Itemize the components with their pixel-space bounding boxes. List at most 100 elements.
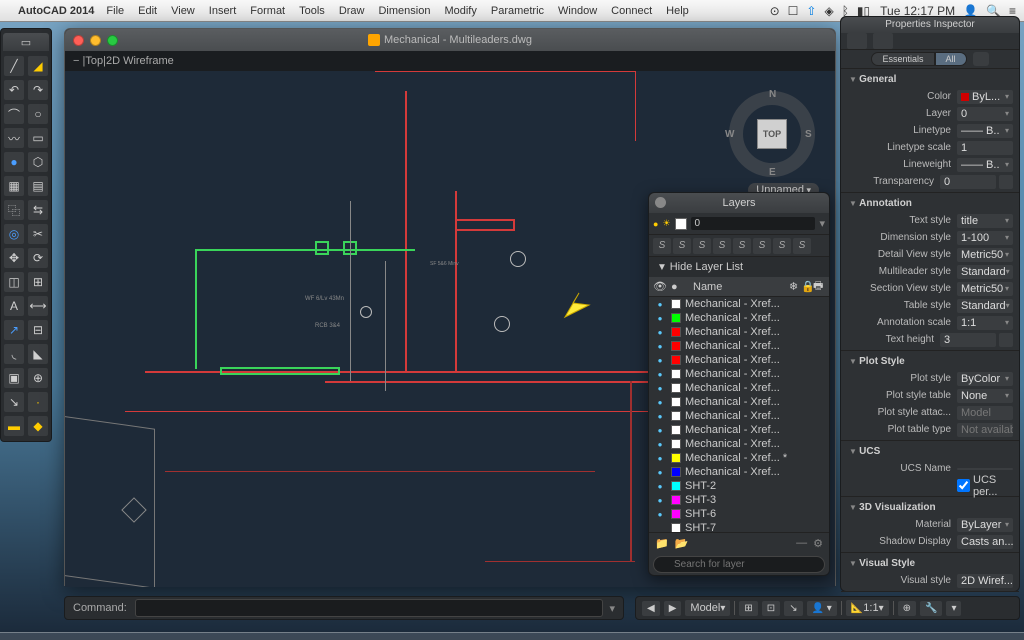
tool-dim[interactable]: ⟷ — [27, 295, 49, 317]
prop-ucs-name-value[interactable] — [957, 468, 1013, 470]
app-name[interactable]: AutoCAD 2014 — [18, 5, 94, 17]
section-general[interactable]: General — [841, 71, 1019, 88]
viewport-visual-style[interactable]: 2D Wireframe — [106, 55, 174, 67]
layer-color-swatch[interactable] — [671, 523, 681, 532]
tool-spline[interactable]: 〰 — [3, 127, 25, 149]
layer-color-swatch[interactable] — [671, 327, 681, 337]
prop-value[interactable]: 0 — [957, 107, 1013, 121]
layer-folder-icon[interactable]: 📁 — [655, 537, 669, 550]
viewcube-north[interactable]: N — [769, 89, 776, 100]
tool-point[interactable]: · — [27, 391, 49, 413]
tool-xref[interactable]: ↘ — [3, 391, 25, 413]
layer-row[interactable]: ●Mechanical - Xref... — [649, 423, 829, 437]
layer-vis-icon[interactable]: ● — [653, 328, 667, 337]
prop-value[interactable]: Standard — [957, 265, 1013, 279]
window-titlebar[interactable]: Mechanical - Multileaders.dwg — [65, 29, 835, 51]
layer-vis-icon[interactable]: ● — [653, 342, 667, 351]
prop-value[interactable]: Metric50 — [957, 248, 1013, 262]
layer-iso-button[interactable]: S — [713, 238, 731, 254]
status-user-icon[interactable]: 👤 ▾ — [807, 601, 837, 616]
col-name[interactable]: Name — [689, 281, 789, 293]
menubar-display-icon[interactable]: ☐ — [788, 4, 799, 18]
prop-value[interactable]: Model — [957, 406, 1013, 420]
layers-panel-title[interactable]: Layers — [649, 193, 829, 213]
prop-value[interactable]: Standard — [957, 299, 1013, 313]
menubar-dropbox-icon[interactable]: ⇧ — [806, 4, 816, 18]
layer-off-button[interactable]: S — [753, 238, 771, 254]
menubar-wifi-icon[interactable]: ⊙ — [770, 4, 780, 18]
prop-value[interactable]: 2D Wiref... — [957, 574, 1013, 588]
layers-close-button[interactable] — [655, 197, 666, 208]
layer-color-swatch[interactable] — [671, 299, 681, 309]
layer-row[interactable]: ●Mechanical - Xref... — [649, 325, 829, 339]
col-plot-icon[interactable]: 🖶 — [813, 277, 825, 296]
col-color[interactable]: ● — [671, 281, 689, 293]
layer-color-swatch[interactable] — [671, 467, 681, 477]
seg-edit-icon[interactable] — [973, 52, 989, 66]
menu-window[interactable]: Window — [558, 5, 597, 17]
layer-filter1-button[interactable]: S — [673, 238, 691, 254]
viewcube-east[interactable]: E — [769, 167, 776, 178]
layer-row[interactable]: ●Mechanical - Xref... — [649, 437, 829, 451]
layer-row[interactable]: ●Mechanical - Xref... — [649, 353, 829, 367]
layer-color-swatch[interactable] — [671, 313, 681, 323]
menu-file[interactable]: File — [106, 5, 124, 17]
tool-table[interactable]: ⊟ — [27, 319, 49, 341]
tool-chamfer[interactable]: ◣ — [27, 343, 49, 365]
tool-arc[interactable]: ⌒ — [3, 103, 25, 125]
layer-vis-icon[interactable]: ● — [653, 370, 667, 379]
layer-vis-icon[interactable]: ● — [653, 398, 667, 407]
layer-vis-icon[interactable]: ● — [653, 496, 667, 505]
layer-row[interactable]: ●Mechanical - Xref... — [649, 297, 829, 311]
tool-grad[interactable]: ▤ — [27, 175, 49, 197]
tool-scale[interactable]: ◫ — [3, 271, 25, 293]
menu-modify[interactable]: Modify — [444, 5, 476, 17]
layer-row[interactable]: ●Mechanical - Xref... — [649, 381, 829, 395]
tool-polyline[interactable]: ◢ — [27, 55, 49, 77]
palette-header[interactable]: ▭ — [3, 33, 49, 51]
status-prev[interactable]: ◀ — [642, 601, 660, 616]
menu-view[interactable]: View — [171, 5, 195, 17]
layer-row[interactable]: ●SHT-6 — [649, 507, 829, 521]
seg-all[interactable]: All — [935, 52, 967, 66]
layer-vis-icon[interactable]: ● — [653, 412, 667, 421]
tool-rect[interactable]: ▭ — [27, 127, 49, 149]
viewport-view[interactable]: Top — [85, 55, 103, 67]
layer-vis-icon[interactable]: ● — [653, 384, 667, 393]
layer-row[interactable]: ●Mechanical - Xref... — [649, 311, 829, 325]
prop-value[interactable]: ByColor — [957, 372, 1013, 386]
prop-value[interactable]: —— B.. — [957, 124, 1013, 138]
viewcube-south[interactable]: S — [805, 129, 812, 140]
section-visual-style[interactable]: Visual Style — [841, 555, 1019, 572]
layer-states-button[interactable]: S — [793, 238, 811, 254]
layer-row[interactable]: ●Mechanical - Xref... * — [649, 451, 829, 465]
menu-format[interactable]: Format — [250, 5, 285, 17]
tool-ellipse[interactable]: ● — [3, 151, 25, 173]
tool-text[interactable]: A — [3, 295, 25, 317]
status-xyz-icon[interactable]: ↘ — [784, 601, 802, 616]
col-lock-icon[interactable]: 🔒 — [801, 280, 813, 293]
col-freeze-icon[interactable]: ❄ — [789, 280, 801, 293]
tool-boundary[interactable]: ◆ — [27, 415, 49, 437]
status-tool1-icon[interactable]: ⊕ — [898, 601, 916, 616]
status-next[interactable]: ▶ — [664, 601, 682, 616]
tool-redo[interactable]: ↷ — [27, 79, 49, 101]
layer-color-swatch[interactable] — [671, 481, 681, 491]
menu-draw[interactable]: Draw — [339, 5, 365, 17]
layer-row[interactable]: ●Mechanical - Xref... — [649, 339, 829, 353]
layer-row[interactable]: ●Mechanical - Xref... — [649, 395, 829, 409]
layer-vis-icon[interactable]: ● — [653, 300, 667, 309]
menu-insert[interactable]: Insert — [209, 5, 237, 17]
layer-lock-button[interactable]: S — [773, 238, 791, 254]
layer-sun-icon[interactable]: ☀ — [662, 218, 670, 229]
layer-row[interactable]: SHT-7 — [649, 521, 829, 532]
layer-row[interactable]: ●Mechanical - Xref... — [649, 367, 829, 381]
prop-value[interactable]: Casts an... — [957, 535, 1013, 549]
seg-essentials[interactable]: Essentials — [871, 52, 934, 66]
layer-color-swatch[interactable] — [671, 369, 681, 379]
viewcube-west[interactable]: W — [725, 129, 734, 140]
tool-hatch[interactable]: ▦ — [3, 175, 25, 197]
layer-vis-icon[interactable]: ● — [653, 482, 667, 491]
hide-layer-list-toggle[interactable]: ▼ Hide Layer List — [649, 257, 829, 277]
prop-value[interactable]: —— B.. — [957, 158, 1013, 172]
